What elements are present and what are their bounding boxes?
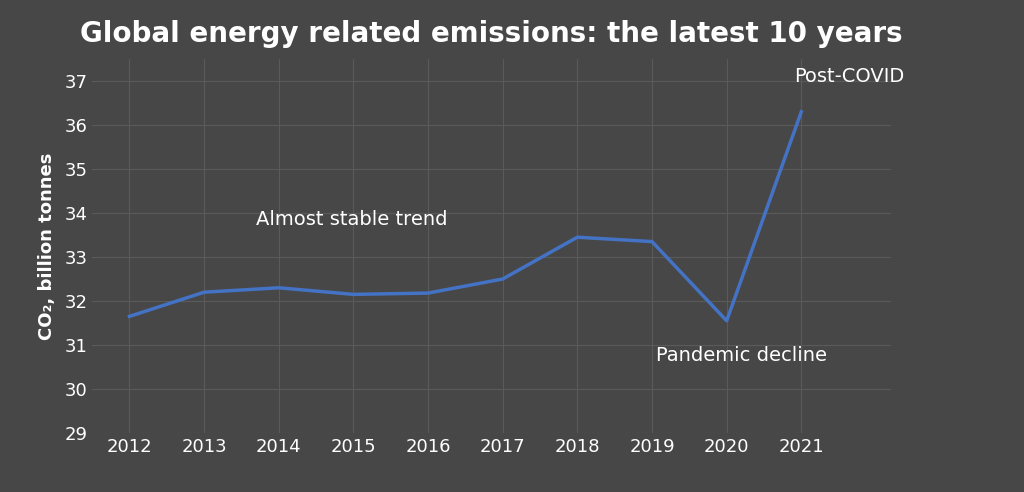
Text: Pandemic decline: Pandemic decline <box>655 346 826 366</box>
Title: Global energy related emissions: the latest 10 years: Global energy related emissions: the lat… <box>80 20 903 48</box>
Text: Almost stable trend: Almost stable trend <box>256 210 447 229</box>
Text: Post-COVID: Post-COVID <box>794 67 904 86</box>
Y-axis label: CO₂, billion tonnes: CO₂, billion tonnes <box>38 153 56 339</box>
